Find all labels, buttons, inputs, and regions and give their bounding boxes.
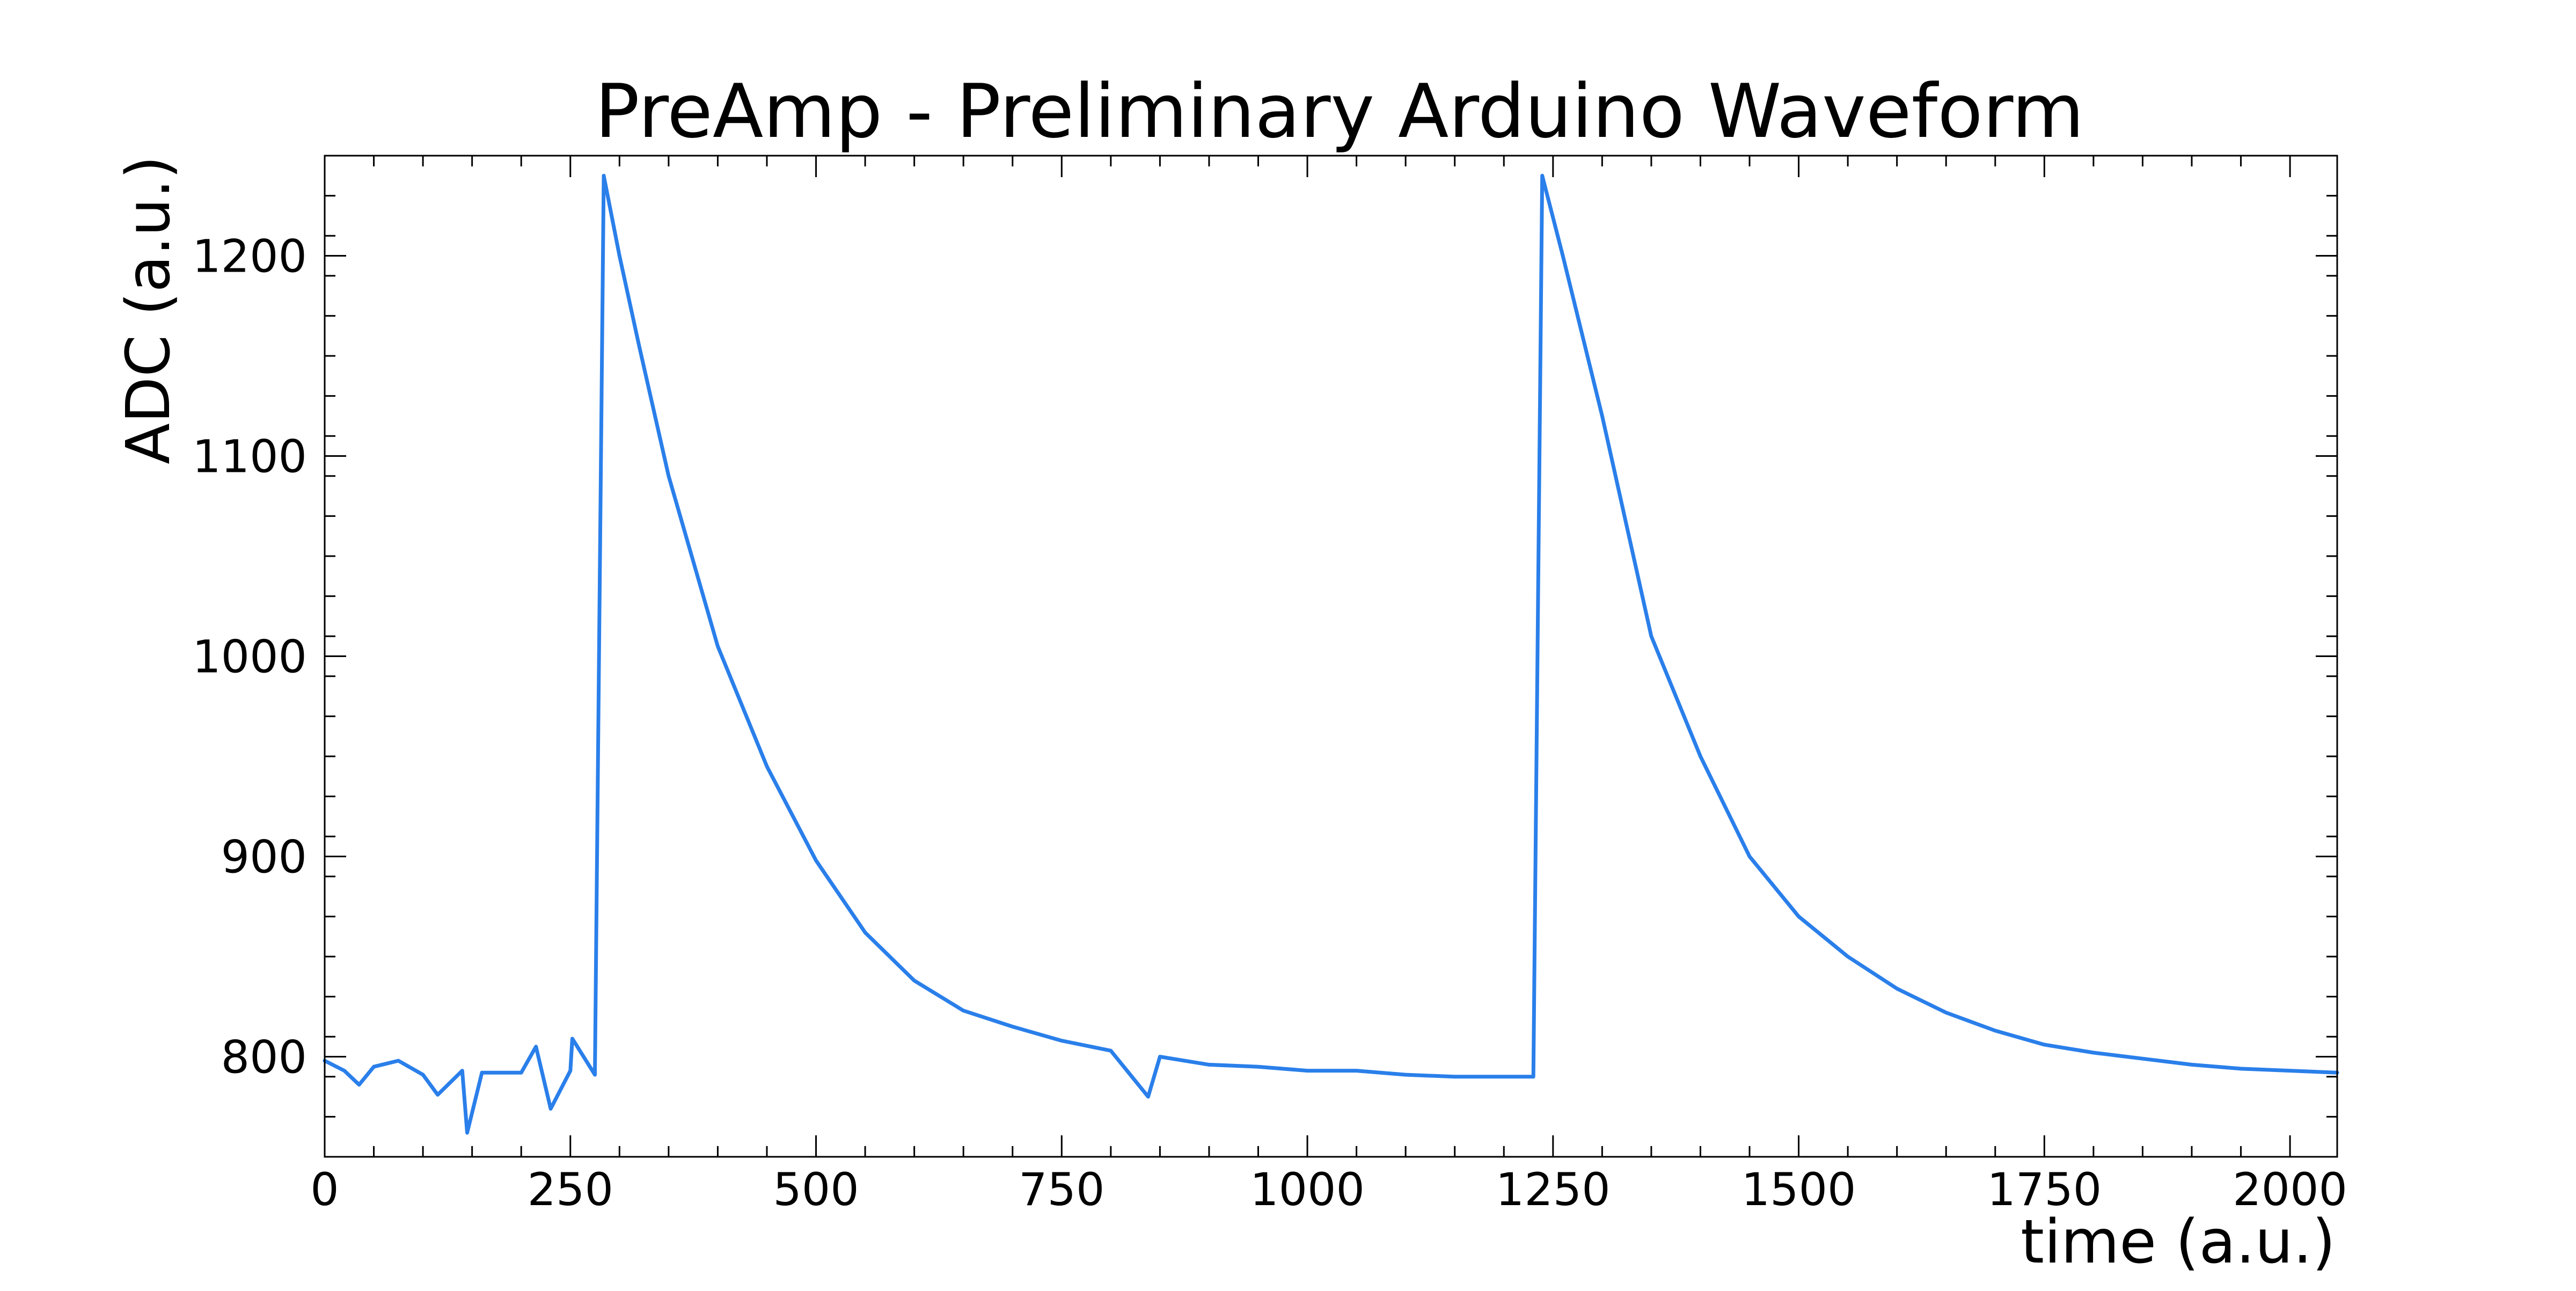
y-tick-label: 1000 — [192, 631, 307, 683]
x-tick-label: 1250 — [1496, 1163, 1611, 1216]
y-axis-label: ADC (a.u.) — [114, 156, 184, 464]
x-tick-label: 500 — [773, 1163, 859, 1216]
chart-title: PreAmp - Preliminary Arduino Waveform — [595, 68, 2084, 155]
y-tick-label: 1200 — [192, 230, 307, 283]
y-tick-label: 1100 — [192, 431, 307, 483]
x-tick-label: 1500 — [1741, 1163, 1856, 1216]
x-tick-label: 250 — [528, 1163, 613, 1216]
x-tick-label: 1000 — [1250, 1163, 1365, 1216]
y-tick-label: 800 — [221, 1031, 307, 1084]
x-axis-label: time (a.u.) — [2021, 1207, 2336, 1277]
y-tick-label: 900 — [221, 831, 307, 884]
x-tick-label: 0 — [310, 1163, 339, 1216]
x-tick-label: 750 — [1019, 1163, 1104, 1216]
